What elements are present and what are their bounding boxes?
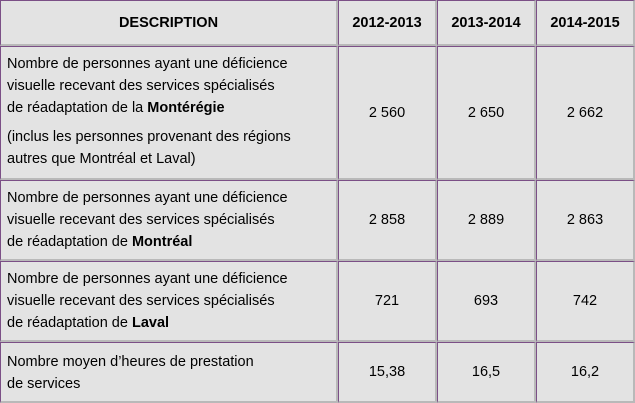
value-2014-2015: 2 662	[536, 46, 635, 180]
table-row-laval: Nombre de personnes ayant une déficience…	[0, 261, 635, 342]
row-description: Nombre moyen d’heures de prestation de s…	[0, 342, 338, 403]
description-line: de réadaptation de la Montérégie	[7, 97, 330, 119]
region-name: Montréal	[131, 234, 193, 250]
description-line: Nombre de personnes ayant une déficience	[7, 56, 288, 72]
description-line: Nombre de personnes ayant une déficience	[7, 190, 288, 206]
description-prefix: de réadaptation de	[7, 315, 132, 331]
description-line: de services	[7, 376, 81, 392]
description-prefix: de réadaptation de	[7, 234, 132, 250]
region-name: Montérégie	[147, 100, 225, 116]
description-line: visuelle recevant des services spécialis…	[7, 293, 275, 309]
row-description: Nombre de personnes ayant une déficience…	[0, 46, 338, 180]
value-2012-2013: 2 858	[338, 180, 437, 261]
description-line: de réadaptation de Laval	[7, 312, 330, 334]
header-description: DESCRIPTION	[0, 0, 338, 46]
value-2014-2015: 2 863	[536, 180, 635, 261]
value-2013-2014: 693	[437, 261, 536, 342]
note-line: (inclus les personnes provenant des régi…	[7, 129, 291, 145]
table-row-monteregie: Nombre de personnes ayant une déficience…	[0, 46, 635, 180]
value-2012-2013: 2 560	[338, 46, 437, 180]
description-line: visuelle recevant des services spécialis…	[7, 212, 275, 228]
region-name: Laval	[131, 315, 170, 331]
header-row: DESCRIPTION 2012-2013 2013-2014 2014-201…	[0, 0, 635, 46]
description-line: de réadaptation de Montréal	[7, 231, 330, 253]
value-2012-2013: 15,38	[338, 342, 437, 403]
row-description: Nombre de personnes ayant une déficience…	[0, 180, 338, 261]
note-line: autres que Montréal et Laval)	[7, 151, 196, 167]
header-year-2012-2013: 2012-2013	[338, 0, 437, 46]
row-description: Nombre de personnes ayant une déficience…	[0, 261, 338, 342]
value-2013-2014: 2 650	[437, 46, 536, 180]
table-row-montreal: Nombre de personnes ayant une déficience…	[0, 180, 635, 261]
description-line: visuelle recevant des services spécialis…	[7, 78, 275, 94]
header-year-2013-2014: 2013-2014	[437, 0, 536, 46]
table-row-hours: Nombre moyen d’heures de prestation de s…	[0, 342, 635, 403]
description-note: (inclus les personnes provenant des régi…	[7, 126, 330, 170]
description-line: Nombre de personnes ayant une déficience	[7, 271, 288, 287]
value-2013-2014: 16,5	[437, 342, 536, 403]
description-prefix: de réadaptation de la	[7, 100, 148, 116]
value-2014-2015: 16,2	[536, 342, 635, 403]
value-2013-2014: 2 889	[437, 180, 536, 261]
header-year-2014-2015: 2014-2015	[536, 0, 635, 46]
value-2012-2013: 721	[338, 261, 437, 342]
value-2014-2015: 742	[536, 261, 635, 342]
description-line: Nombre moyen d’heures de prestation	[7, 354, 254, 370]
